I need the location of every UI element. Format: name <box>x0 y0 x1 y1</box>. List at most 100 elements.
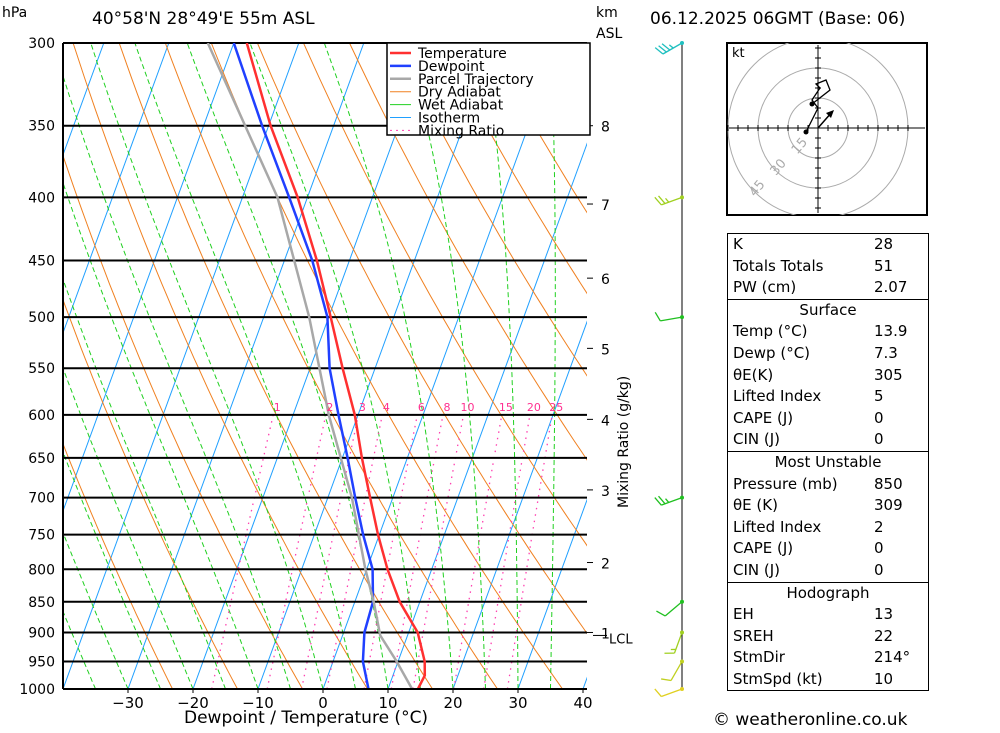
mixing-ratio-line <box>300 414 360 689</box>
wind-barb-flag <box>654 688 662 697</box>
mixing-ratio-axis-label: Mixing Ratio (g/kg) <box>616 376 632 508</box>
table-row: Totals Totals 51 <box>728 256 928 278</box>
mixing-ratio-line <box>266 414 327 689</box>
pressure-tick-label: 850 <box>28 595 55 611</box>
wind-barb <box>656 599 684 617</box>
table-row: K 28 <box>728 234 928 256</box>
mixing-ratio-label: 10 <box>460 401 474 414</box>
wind-barb-flag <box>665 498 670 503</box>
table-row: Lifted Index 2 <box>728 517 928 539</box>
row-value: 850 <box>874 474 903 493</box>
wind-barb-flag <box>668 44 674 49</box>
row-label: StmSpd (kt) <box>733 669 823 688</box>
x-tick-label: 40 <box>573 694 592 712</box>
km-tick-label: 3 <box>601 484 610 500</box>
dry-adiabat-line <box>164 43 498 689</box>
table-row: StmSpd (kt) 10 <box>728 669 928 691</box>
legend-label: Temperature <box>417 46 507 62</box>
wet-adiabat-line <box>63 610 96 689</box>
wind-barb-flag <box>654 497 662 506</box>
pressure-tick-label: 300 <box>28 36 55 52</box>
wind-barb-flag <box>658 495 666 505</box>
hodograph-trace <box>805 79 831 133</box>
mixing-ratio-line <box>390 414 444 689</box>
table-row: CAPE (J) 0 <box>728 408 928 430</box>
hodograph-start-dot <box>803 129 809 135</box>
hodograph-title: Hodograph <box>786 583 870 602</box>
wind-barb <box>661 659 684 682</box>
hodograph-unit-label: kt <box>732 46 745 61</box>
wind-level-dot <box>680 687 684 691</box>
wind-barb-flag <box>665 197 670 203</box>
row-label: Temp (°C) <box>733 322 808 341</box>
dry-adiabat-line <box>994 43 1000 689</box>
legend-label: Parcel Trajectory <box>418 72 534 88</box>
km-tick-label: 5 <box>601 342 610 358</box>
wind-barb-staff <box>660 316 683 322</box>
wind-barb-staff <box>661 688 683 698</box>
datetime-title: 06.12.2025 06GMT (Base: 06) <box>650 9 906 29</box>
x-tick-label: −30 <box>112 694 144 712</box>
dry-adiabat-line <box>210 43 563 689</box>
pressure-tick-label: 350 <box>28 119 55 135</box>
temperature-line <box>245 43 427 689</box>
row-value: 305 <box>874 365 903 384</box>
wind-barb-flag <box>661 43 671 51</box>
isotherm-line <box>63 43 170 335</box>
legend-label: Isotherm <box>418 111 480 127</box>
table-row: EH 13 <box>728 604 928 626</box>
km-tick-label: 2 <box>601 557 610 573</box>
dry-adiabat-line <box>72 43 368 689</box>
wind-barb-flag <box>654 196 662 206</box>
isotherm-line <box>257 43 495 689</box>
pressure-tick-label: 500 <box>28 310 55 326</box>
table-row: StmDir 214° <box>728 647 928 669</box>
x-tick-label: 10 <box>378 694 397 712</box>
dry-adiabat-line <box>948 43 1000 689</box>
row-label: Lifted Index <box>733 387 822 406</box>
wet-adiabat-line <box>63 531 129 689</box>
row-label: θE (K) <box>733 496 778 515</box>
pressure-tick-label: 400 <box>28 190 55 206</box>
storm-motion-arrowhead <box>826 110 834 118</box>
wind-level-dot <box>680 315 684 320</box>
hodograph-section: Hodograph EH 13 SREH 22 StmDir 214° StmSpd (kt… <box>728 581 928 691</box>
km-tick-label: 8 <box>601 120 610 136</box>
table-row: PW (cm) 2.07 <box>728 277 928 299</box>
row-label: CAPE (J) <box>733 408 794 427</box>
x-tick-label: 0 <box>318 694 328 712</box>
row-label: CIN (J) <box>733 560 781 579</box>
wet-adiabat-line <box>550 43 556 689</box>
mixing-ratio-label: 1 <box>274 401 281 414</box>
isotherm-line <box>192 43 430 689</box>
asl-unit-label: ASL <box>596 26 623 42</box>
row-label: SREH <box>733 626 774 645</box>
isotherm-line <box>63 43 300 689</box>
table-row: Pressure (mb) 850 <box>728 474 928 496</box>
dry-adiabat-line <box>395 43 587 377</box>
x-axis-label: Dewpoint / Temperature (°C) <box>184 708 429 728</box>
row-value: 2 <box>874 517 884 536</box>
dry-adiabat-line <box>441 43 587 295</box>
wind-level-dot <box>680 659 684 664</box>
x-tick-label: −20 <box>177 694 209 712</box>
mixing-ratio-label: 3 <box>359 401 366 414</box>
row-value: 0 <box>874 560 884 579</box>
mixing-ratio-label: 20 <box>527 401 541 414</box>
wind-barb <box>654 311 684 322</box>
pressure-tick-label: 450 <box>28 254 55 270</box>
row-label: K <box>733 235 743 253</box>
row-label: CAPE (J) <box>733 539 794 558</box>
surface-section: Surface Temp (°C) 13.9 Dewp (°C) 7.3 θE(K) 30… <box>728 298 928 451</box>
wind-barb-staff <box>670 661 683 681</box>
wind-barb-flag <box>661 678 672 682</box>
row-value: 13.9 <box>874 322 908 341</box>
wind-barb-flag <box>658 45 667 53</box>
dry-adiabat-line <box>256 43 587 635</box>
pressure-tick-label: 700 <box>28 491 55 507</box>
lcl-label: LCL <box>609 632 633 647</box>
legend-label: Mixing Ratio <box>418 123 504 139</box>
table-row: Dewp (°C) 7.3 <box>728 343 928 365</box>
dewpoint-line <box>232 43 375 689</box>
